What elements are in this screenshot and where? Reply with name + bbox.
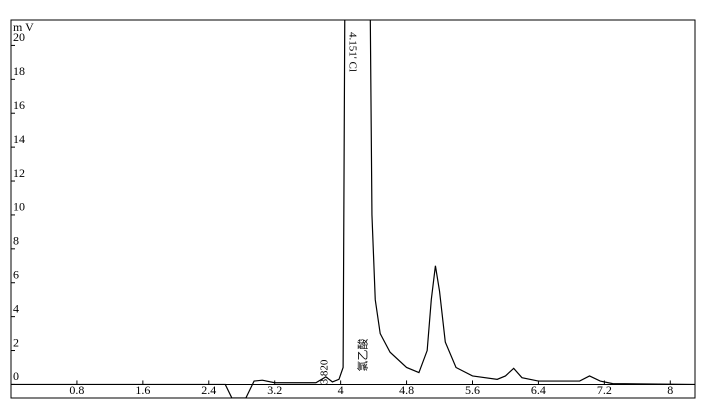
- x-tick-label: 4: [338, 383, 344, 397]
- y-tick-label: 20: [13, 30, 25, 44]
- y-tick-label: 0: [13, 369, 19, 383]
- x-tick-label: 4.8: [399, 383, 414, 397]
- peak-label: 氯乙酸: [356, 339, 370, 372]
- y-tick-label: 16: [13, 98, 25, 112]
- y-tick-label: 6: [13, 267, 19, 281]
- peak-label: 3.820: [319, 359, 331, 384]
- chromatogram-line: [11, 20, 695, 398]
- y-tick-label: 8: [13, 234, 19, 248]
- x-tick-label: 2.4: [201, 383, 216, 397]
- x-tick-label: 7.2: [597, 383, 612, 397]
- x-tick-label: 8: [667, 383, 673, 397]
- y-tick-label: 12: [13, 166, 25, 180]
- plot-frame: [10, 19, 696, 399]
- x-tick-label: 0.8: [69, 383, 84, 397]
- y-tick-label: 2: [13, 335, 19, 349]
- x-tick-label: 5.6: [465, 383, 480, 397]
- x-tick-label: 3.2: [267, 383, 282, 397]
- y-axis-label: m V: [13, 20, 34, 34]
- y-tick-label: 10: [13, 200, 25, 214]
- y-tick-label: 18: [13, 64, 25, 78]
- y-tick-label: 14: [13, 132, 25, 146]
- x-tick-label: 6.4: [531, 383, 546, 397]
- y-tick-label: 4: [13, 301, 19, 315]
- peak-label: 4.151' Cl: [346, 32, 358, 72]
- x-tick-label: 1.6: [135, 383, 150, 397]
